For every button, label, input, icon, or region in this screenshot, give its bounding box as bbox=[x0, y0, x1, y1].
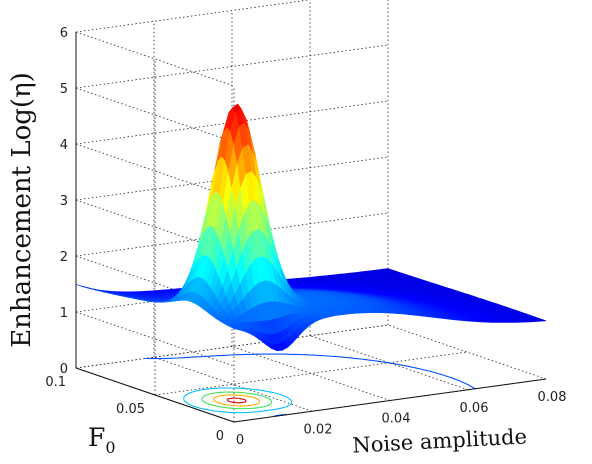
x-axis-label: Noise amplitude bbox=[352, 424, 528, 457]
z-tick-label: 1 bbox=[60, 306, 68, 321]
x-tick-label: 0.06 bbox=[460, 401, 489, 416]
y-tick-label: 0.05 bbox=[116, 402, 145, 417]
y-gridline-floor bbox=[75, 324, 389, 369]
contour-level-2 bbox=[201, 391, 273, 410]
x-tick-label: 0.08 bbox=[538, 390, 567, 405]
x-tick-label: 0.02 bbox=[304, 422, 333, 437]
y-axis-label-main: F bbox=[88, 423, 105, 452]
axis-frame bbox=[75, 32, 547, 423]
y-gridline-floor bbox=[154, 351, 468, 396]
z-tick-label: 2 bbox=[60, 250, 68, 265]
contour-level-3 bbox=[213, 394, 261, 407]
x-tick-label: 0.04 bbox=[382, 412, 411, 427]
y-tick-label: 0 bbox=[216, 429, 224, 444]
z-tick-label: 3 bbox=[60, 194, 68, 209]
x-gridline-floor bbox=[387, 324, 547, 380]
surface-patch bbox=[537, 319, 547, 322]
contour-level-1 bbox=[183, 387, 293, 414]
x-tick-label: 0 bbox=[236, 433, 244, 448]
tick-labels: 0 1 2 3 4 5 6 0 0.02 0.04 0.06 0.08 0 0.05 0.1 bbox=[45, 26, 566, 448]
y-axis-label: F0 bbox=[88, 423, 116, 457]
z-tick-label: 5 bbox=[60, 82, 68, 97]
y-tick-label: 0.1 bbox=[45, 375, 66, 390]
z-tick-label: 4 bbox=[60, 138, 68, 153]
z-tick-label: 6 bbox=[60, 26, 68, 41]
contour-level-4 bbox=[226, 397, 247, 404]
y-axis-label-subscript: 0 bbox=[105, 438, 115, 457]
z-gridline-back bbox=[75, 0, 312, 33]
x-axis-line bbox=[233, 378, 547, 423]
z-tick-label: 0 bbox=[60, 362, 68, 377]
surface-mesh bbox=[75, 103, 547, 352]
contour-projection bbox=[145, 353, 476, 418]
z-axis-label: Enhancement Log(η) bbox=[7, 72, 37, 348]
y-axis-line bbox=[75, 367, 235, 423]
